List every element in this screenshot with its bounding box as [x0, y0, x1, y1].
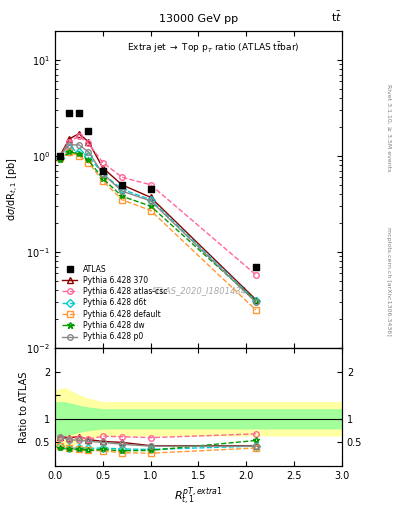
Pythia 6.428 p0 — [67, 142, 72, 148]
Pythia 6.428 d6t — [253, 298, 258, 304]
Pythia 6.428 d6t — [119, 186, 124, 192]
Line: Pythia 6.428 370: Pythia 6.428 370 — [57, 131, 259, 303]
Pythia 6.428 dw — [119, 193, 124, 199]
Pythia 6.428 p0 — [253, 299, 258, 305]
Pythia 6.428 default — [86, 160, 91, 166]
Y-axis label: d$\sigma$/dR$_{t,1}$ [pb]: d$\sigma$/dR$_{t,1}$ [pb] — [6, 158, 21, 221]
Pythia 6.428 d6t — [77, 149, 81, 155]
Pythia 6.428 p0 — [101, 170, 105, 177]
Line: Pythia 6.428 d6t: Pythia 6.428 d6t — [57, 145, 259, 304]
Legend: ATLAS, Pythia 6.428 370, Pythia 6.428 atlas-csc, Pythia 6.428 d6t, Pythia 6.428 : ATLAS, Pythia 6.428 370, Pythia 6.428 at… — [59, 262, 171, 345]
X-axis label: $R_{t,1}^{pT,extra1}$: $R_{t,1}^{pT,extra1}$ — [174, 486, 223, 508]
ATLAS — [85, 127, 92, 135]
Line: Pythia 6.428 default: Pythia 6.428 default — [57, 149, 259, 313]
Text: t$\bar{t}$: t$\bar{t}$ — [331, 10, 342, 25]
Pythia 6.428 d6t — [101, 170, 105, 177]
Text: Rivet 3.1.10, ≥ 3.5M events: Rivet 3.1.10, ≥ 3.5M events — [386, 84, 391, 172]
Text: 13000 GeV pp: 13000 GeV pp — [159, 14, 238, 25]
ATLAS — [119, 181, 125, 189]
Pythia 6.428 default — [57, 155, 62, 161]
Y-axis label: Ratio to ATLAS: Ratio to ATLAS — [19, 371, 29, 443]
Pythia 6.428 atlas-csc — [67, 139, 72, 145]
Pythia 6.428 default — [119, 197, 124, 203]
ATLAS — [66, 109, 73, 117]
Pythia 6.428 370 — [253, 296, 258, 303]
Pythia 6.428 370 — [57, 153, 62, 159]
Pythia 6.428 atlas-csc — [253, 272, 258, 278]
ATLAS — [100, 166, 106, 175]
ATLAS — [57, 152, 63, 160]
Text: ATLAS_2020_I1801434: ATLAS_2020_I1801434 — [151, 287, 246, 295]
Pythia 6.428 370 — [77, 131, 81, 137]
ATLAS — [147, 185, 154, 193]
Text: Extra jet $\rightarrow$ Top p$_T$ ratio (ATLAS t$\bar{t}$bar): Extra jet $\rightarrow$ Top p$_T$ ratio … — [127, 40, 299, 55]
Pythia 6.428 atlas-csc — [57, 153, 62, 159]
Pythia 6.428 p0 — [119, 188, 124, 194]
Pythia 6.428 dw — [57, 157, 62, 163]
Text: mcplots.cern.ch [arXiv:1306.3436]: mcplots.cern.ch [arXiv:1306.3436] — [386, 227, 391, 336]
Pythia 6.428 atlas-csc — [148, 182, 153, 188]
Pythia 6.428 370 — [86, 139, 91, 145]
Pythia 6.428 dw — [253, 298, 258, 304]
ATLAS — [253, 263, 259, 271]
Pythia 6.428 370 — [67, 136, 72, 142]
Pythia 6.428 p0 — [148, 198, 153, 204]
Pythia 6.428 dw — [101, 176, 105, 182]
Pythia 6.428 atlas-csc — [77, 133, 81, 139]
Pythia 6.428 p0 — [86, 149, 91, 155]
Pythia 6.428 370 — [119, 182, 124, 188]
Pythia 6.428 370 — [101, 165, 105, 171]
Pythia 6.428 default — [77, 153, 81, 159]
Pythia 6.428 d6t — [86, 153, 91, 159]
Pythia 6.428 dw — [67, 149, 72, 155]
Pythia 6.428 atlas-csc — [119, 174, 124, 180]
Pythia 6.428 dw — [77, 151, 81, 157]
Pythia 6.428 dw — [148, 203, 153, 209]
Pythia 6.428 370 — [148, 194, 153, 200]
Pythia 6.428 p0 — [77, 142, 81, 148]
Pythia 6.428 default — [67, 149, 72, 155]
Pythia 6.428 default — [148, 207, 153, 214]
Pythia 6.428 dw — [86, 157, 91, 163]
Line: Pythia 6.428 atlas-csc: Pythia 6.428 atlas-csc — [57, 134, 259, 278]
Line: Pythia 6.428 dw: Pythia 6.428 dw — [57, 149, 259, 304]
Pythia 6.428 p0 — [57, 153, 62, 159]
Pythia 6.428 atlas-csc — [101, 160, 105, 166]
Pythia 6.428 default — [101, 178, 105, 184]
Pythia 6.428 default — [253, 307, 258, 313]
Pythia 6.428 d6t — [67, 145, 72, 151]
Line: Pythia 6.428 p0: Pythia 6.428 p0 — [57, 142, 259, 305]
Pythia 6.428 atlas-csc — [86, 140, 91, 146]
Pythia 6.428 d6t — [57, 155, 62, 161]
Pythia 6.428 d6t — [148, 197, 153, 203]
ATLAS — [76, 109, 82, 117]
